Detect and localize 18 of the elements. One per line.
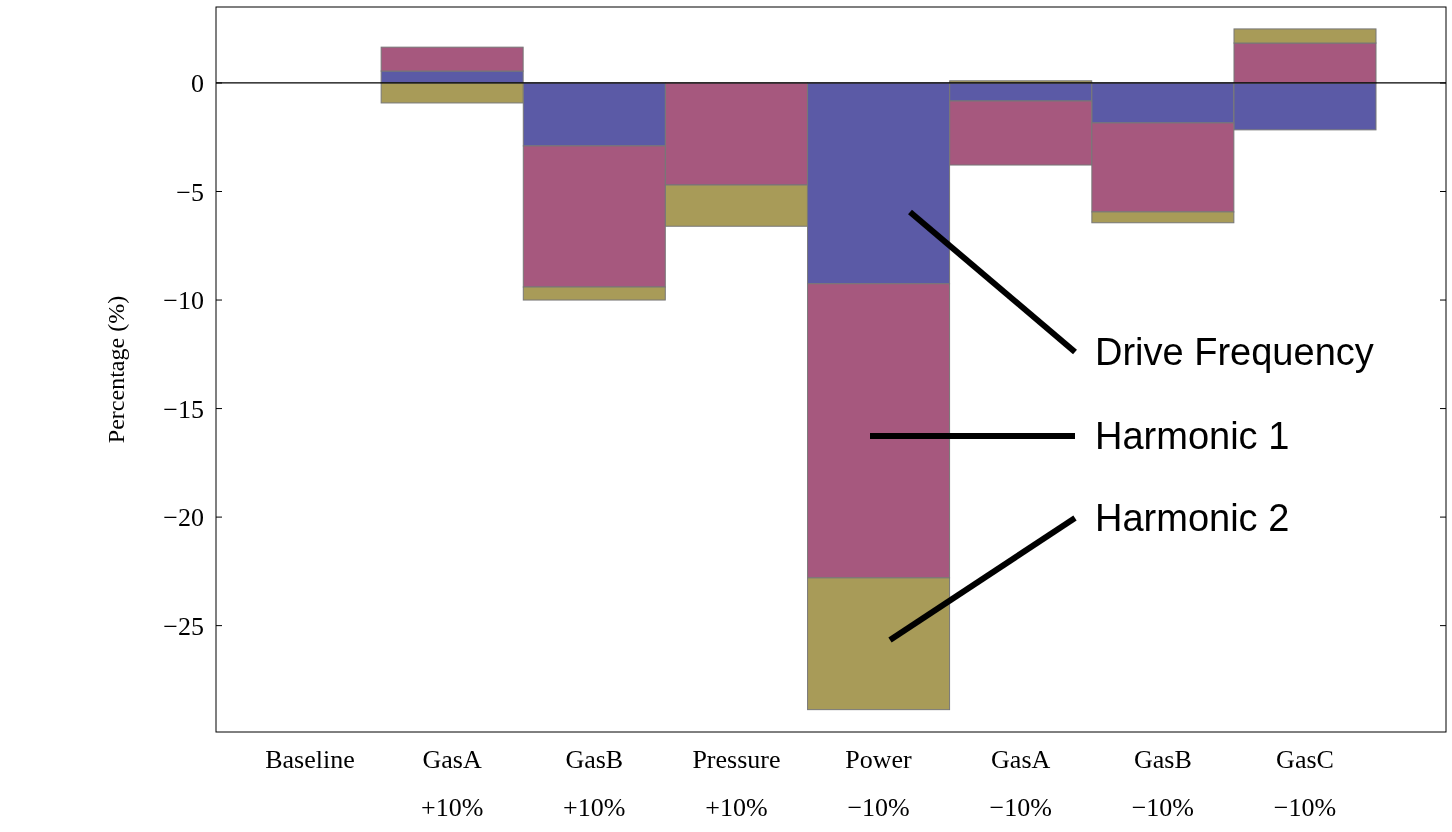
x-tick-label: GasC −10% (1273, 745, 1337, 822)
x-tick-label: Baseline (265, 745, 355, 774)
text: Harmonic 2 (1095, 497, 1290, 540)
y-tick-label: −5 (176, 177, 204, 207)
x-tick-label: GasB +10% (563, 745, 626, 822)
text: Drive Frequency (1095, 331, 1374, 374)
x-tick-label: Power −10% (845, 745, 913, 822)
x-tick-label: Pressure +10% (692, 745, 781, 822)
y-tick-label: −25 (163, 611, 204, 641)
x-tick-label: GasA −10% (989, 745, 1052, 822)
y-tick-label: 0 (191, 69, 204, 99)
text: Harmonic 1 (1095, 415, 1290, 458)
x-tick-label: GasB −10% (1131, 745, 1195, 822)
x-tick-label: GasA +10% (420, 745, 484, 822)
y-axis-title: Percentage (%) (103, 295, 129, 444)
y-tick-label: −10 (163, 286, 204, 316)
y-tick-label: −15 (163, 394, 204, 424)
y-tick-label: −20 (163, 503, 204, 533)
